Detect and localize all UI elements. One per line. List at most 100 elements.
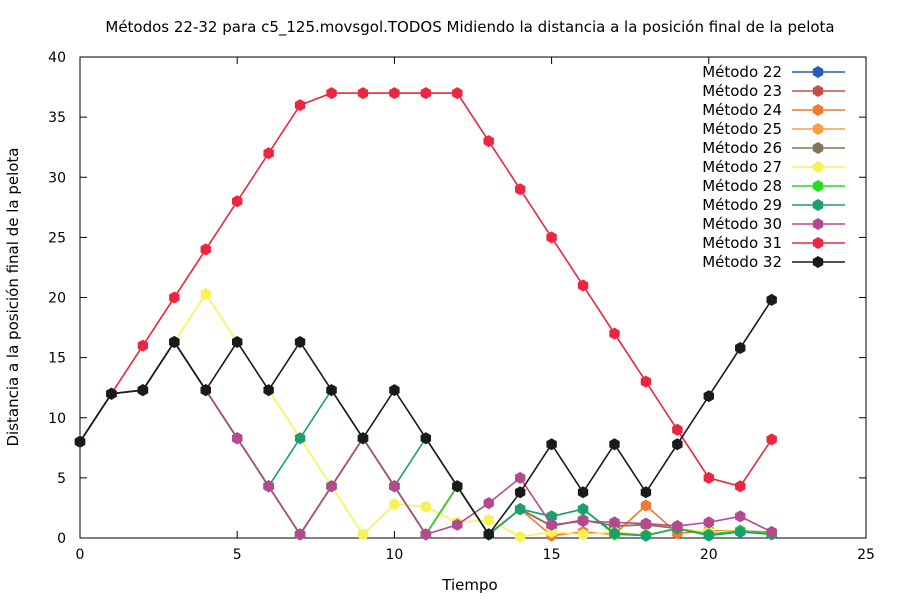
legend-item: Método 23: [702, 82, 845, 100]
legend-marker: [812, 161, 824, 173]
legend-label: Método 26: [702, 139, 782, 157]
data-point: [106, 387, 117, 400]
data-point: [200, 287, 211, 300]
data-point: [577, 515, 589, 528]
data-point: [640, 486, 652, 499]
data-point: [483, 528, 494, 541]
data-point: [735, 510, 746, 523]
data-point: [420, 528, 432, 541]
data-point: [326, 87, 337, 100]
data-point: [420, 500, 432, 513]
data-point: [420, 432, 432, 445]
legend-item: Método 30: [702, 215, 845, 233]
data-point: [514, 530, 526, 543]
data-point: [577, 486, 589, 499]
data-point: [483, 497, 494, 510]
data-point: [735, 480, 746, 493]
chart-title: Métodos 22-32 para c5_125.movsgol.TODOS …: [105, 18, 834, 37]
legend-item: Método 25: [702, 120, 845, 138]
legend-marker: [812, 104, 824, 116]
data-point: [703, 390, 714, 403]
legend-item: Método 26: [702, 139, 845, 157]
data-point: [640, 517, 652, 530]
data-point: [169, 335, 180, 348]
data-point: [232, 335, 243, 348]
data-point: [546, 518, 557, 531]
y-tick-label: 5: [57, 471, 66, 487]
y-axis-title: Distancia a la posición final de la pelo…: [4, 147, 22, 446]
y-tick-label: 0: [57, 531, 66, 547]
data-point: [766, 433, 777, 446]
data-point: [137, 384, 149, 397]
data-point: [672, 423, 683, 436]
y-tick-label: 25: [48, 230, 66, 246]
data-point: [514, 503, 526, 516]
y-tick-label: 20: [48, 291, 66, 307]
data-point: [452, 87, 463, 100]
data-point: [735, 525, 746, 538]
legend-item: Método 32: [702, 253, 845, 271]
data-point: [546, 231, 557, 244]
data-point: [420, 87, 432, 100]
legend-marker: [812, 218, 824, 230]
data-point: [483, 135, 494, 148]
data-point: [640, 499, 652, 512]
data-point: [577, 279, 589, 292]
x-tick-label: 20: [700, 547, 718, 563]
data-point: [263, 147, 274, 160]
data-point: [546, 510, 557, 523]
legend-marker: [812, 123, 824, 135]
data-point: [703, 471, 714, 484]
legend-label: Método 29: [702, 196, 782, 214]
data-point: [232, 195, 243, 208]
y-tick-label: 35: [48, 110, 66, 126]
x-tick-label: 25: [857, 547, 875, 563]
data-point: [640, 529, 652, 542]
legend-label: Método 25: [702, 120, 782, 138]
data-point: [483, 513, 494, 526]
legend-label: Método 31: [702, 234, 782, 252]
data-point: [452, 518, 463, 531]
data-point: [200, 243, 211, 256]
legend-marker: [812, 66, 824, 78]
legend-marker: [812, 256, 824, 268]
data-point: [169, 291, 180, 304]
legend-label: Método 22: [702, 63, 782, 81]
data-point: [514, 486, 526, 499]
legend-label: Método 23: [702, 82, 782, 100]
series-line: [79, 299, 773, 536]
legend-label: Método 24: [702, 101, 782, 119]
data-point: [389, 87, 400, 100]
legend-label: Método 27: [702, 158, 782, 176]
axes: 0 5 10 15 20 25 0 5 10 15 20 25 30 35 40: [48, 50, 875, 563]
x-tick-label: 5: [233, 547, 242, 563]
data-point: [389, 384, 400, 397]
legend-label: Método 32: [702, 253, 782, 271]
y-tick-label: 30: [48, 170, 66, 186]
series-line: [79, 92, 773, 488]
y-tick-label: 15: [48, 351, 66, 367]
data-point: [263, 384, 274, 397]
y-tick-label: 10: [48, 411, 66, 427]
data-point: [703, 516, 714, 529]
data-point: [357, 528, 369, 541]
data-point: [735, 342, 746, 354]
data-point: [294, 432, 306, 445]
data-point: [357, 87, 369, 100]
series: [74, 87, 777, 493]
data-point: [609, 327, 620, 340]
legend-label: Método 30: [702, 215, 782, 233]
data-point: [703, 529, 714, 542]
series: [74, 287, 777, 543]
data-point: [766, 293, 777, 306]
legend-label: Método 28: [702, 177, 782, 195]
legend-item: Método 29: [702, 196, 845, 214]
x-axis-title: Tiempo: [441, 576, 497, 594]
x-tick-label: 10: [385, 547, 403, 563]
data-point: [389, 480, 400, 493]
legend-marker: [812, 180, 824, 192]
data-point: [294, 528, 306, 541]
data-point: [389, 498, 400, 511]
data-point: [326, 480, 337, 493]
